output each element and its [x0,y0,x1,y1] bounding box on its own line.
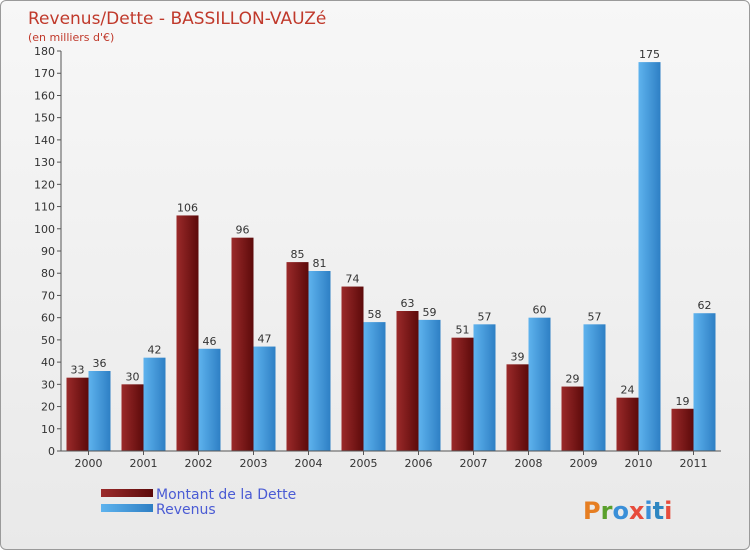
y-tick-label: 80 [41,267,55,280]
y-tick-label: 40 [41,356,55,369]
x-tick-label: 2010 [625,457,653,470]
data-label-debt-2011: 19 [676,395,690,408]
x-tick-label: 2001 [130,457,158,470]
data-label-revenus-2003: 47 [258,333,272,346]
y-tick-label: 0 [48,445,55,458]
data-label-debt-2004: 85 [291,248,305,261]
y-axis: 0 10 20 30 40 50 60 70 80 90 100 110 120 130 140 150 160… [34,45,61,458]
legend-label-revenus: Revenus [156,502,216,518]
x-tick-label: 2011 [680,457,708,470]
proxiti-logo-text: Proxiti [583,497,672,525]
x-tick-label: 2006 [405,457,433,470]
bar-revenus-2008 [528,317,551,451]
bar-debt-2000 [66,377,89,451]
bar-debt-2011 [671,408,694,451]
data-label-debt-2001: 30 [126,370,140,383]
chart-title: Revenus/Dette - BASSILLON-VAUZé [28,9,326,29]
data-label-debt-2009: 29 [566,373,580,386]
y-tick-label: 170 [34,67,55,80]
bar-debt-2010 [616,397,639,451]
bar-revenus-2007 [473,324,496,451]
bar-debt-2007 [451,337,474,451]
data-label-revenus-2009: 57 [588,310,602,323]
y-tick-label: 180 [34,45,55,58]
x-tick-label: 2005 [350,457,378,470]
data-label-revenus-2011: 62 [698,299,712,312]
bar-debt-2001 [121,384,144,451]
data-label-revenus-2010: 175 [639,48,660,61]
bar-series [66,62,716,451]
data-label-debt-2000: 33 [71,364,85,377]
x-tick-label: 2007 [460,457,488,470]
bar-debt-2002 [176,215,199,451]
data-label-debt-2008: 39 [511,350,525,363]
bar-revenus-2001 [143,357,166,451]
y-tick-label: 50 [41,334,55,347]
legend-label-debt: Montant de la Dette [156,487,296,503]
bar-debt-2008 [506,364,529,451]
data-label-revenus-2001: 42 [148,344,162,357]
y-tick-label: 90 [41,245,55,258]
bar-revenus-2010 [638,62,661,451]
y-tick-label: 120 [34,178,55,191]
data-label-debt-2002: 106 [177,201,198,214]
data-label-revenus-2006: 59 [423,306,437,319]
bar-debt-2005 [341,286,364,451]
y-tick-label: 10 [41,423,55,436]
x-tick-label: 2009 [570,457,598,470]
bar-debt-2004 [286,262,309,451]
bar-revenus-2011 [693,313,716,451]
y-tick-label: 110 [34,201,55,214]
y-tick-label: 70 [41,289,55,302]
y-tick-label: 150 [34,112,55,125]
y-tick-label: 160 [34,89,55,102]
y-tick-label: 30 [41,378,55,391]
data-label-revenus-2002: 46 [203,335,217,348]
x-axis: 2000 2001 2002 2003 2004 2005 2006 2007 2008 2009… [75,451,708,470]
data-label-debt-2007: 51 [456,324,470,337]
data-label-debt-2005: 74 [346,273,360,286]
bar-debt-2006 [396,311,419,451]
data-label-revenus-2004: 81 [313,257,327,270]
bar-revenus-2000 [88,371,111,451]
bar-revenus-2004 [308,271,331,451]
bar-revenus-2005 [363,322,386,451]
bar-revenus-2002 [198,348,221,451]
data-label-revenus-2005: 58 [368,308,382,321]
legend: Montant de la Dette Revenus [101,487,296,518]
bar-debt-2009 [561,386,584,451]
bar-revenus-2003 [253,346,276,451]
data-label-revenus-2007: 57 [478,310,492,323]
y-tick-label: 100 [34,223,55,236]
data-labels: 33 36 30 42 106 46 96 47 85 81 74 58 63 59 51 57 39 60 29 5… [71,48,712,408]
data-label-revenus-2000: 36 [93,357,107,370]
y-tick-label: 20 [41,401,55,414]
chart-subtitle: (en milliers d'€) [28,31,114,44]
y-tick-label: 60 [41,312,55,325]
proxiti-logo: Proxiti [583,497,672,525]
data-label-debt-2006: 63 [401,297,415,310]
bar-revenus-2009 [583,324,606,451]
legend-swatch-revenus [101,504,153,512]
legend-swatch-debt [101,489,153,497]
bar-debt-2003 [231,237,254,451]
x-tick-label: 2008 [515,457,543,470]
y-tick-label: 130 [34,156,55,169]
x-tick-label: 2002 [185,457,213,470]
bar-revenus-2006 [418,319,441,451]
x-tick-label: 2004 [295,457,323,470]
y-tick-label: 140 [34,134,55,147]
data-label-revenus-2008: 60 [533,304,547,317]
data-label-debt-2010: 24 [621,384,635,397]
x-tick-label: 2003 [240,457,268,470]
data-label-debt-2003: 96 [236,224,250,237]
x-tick-label: 2000 [75,457,103,470]
